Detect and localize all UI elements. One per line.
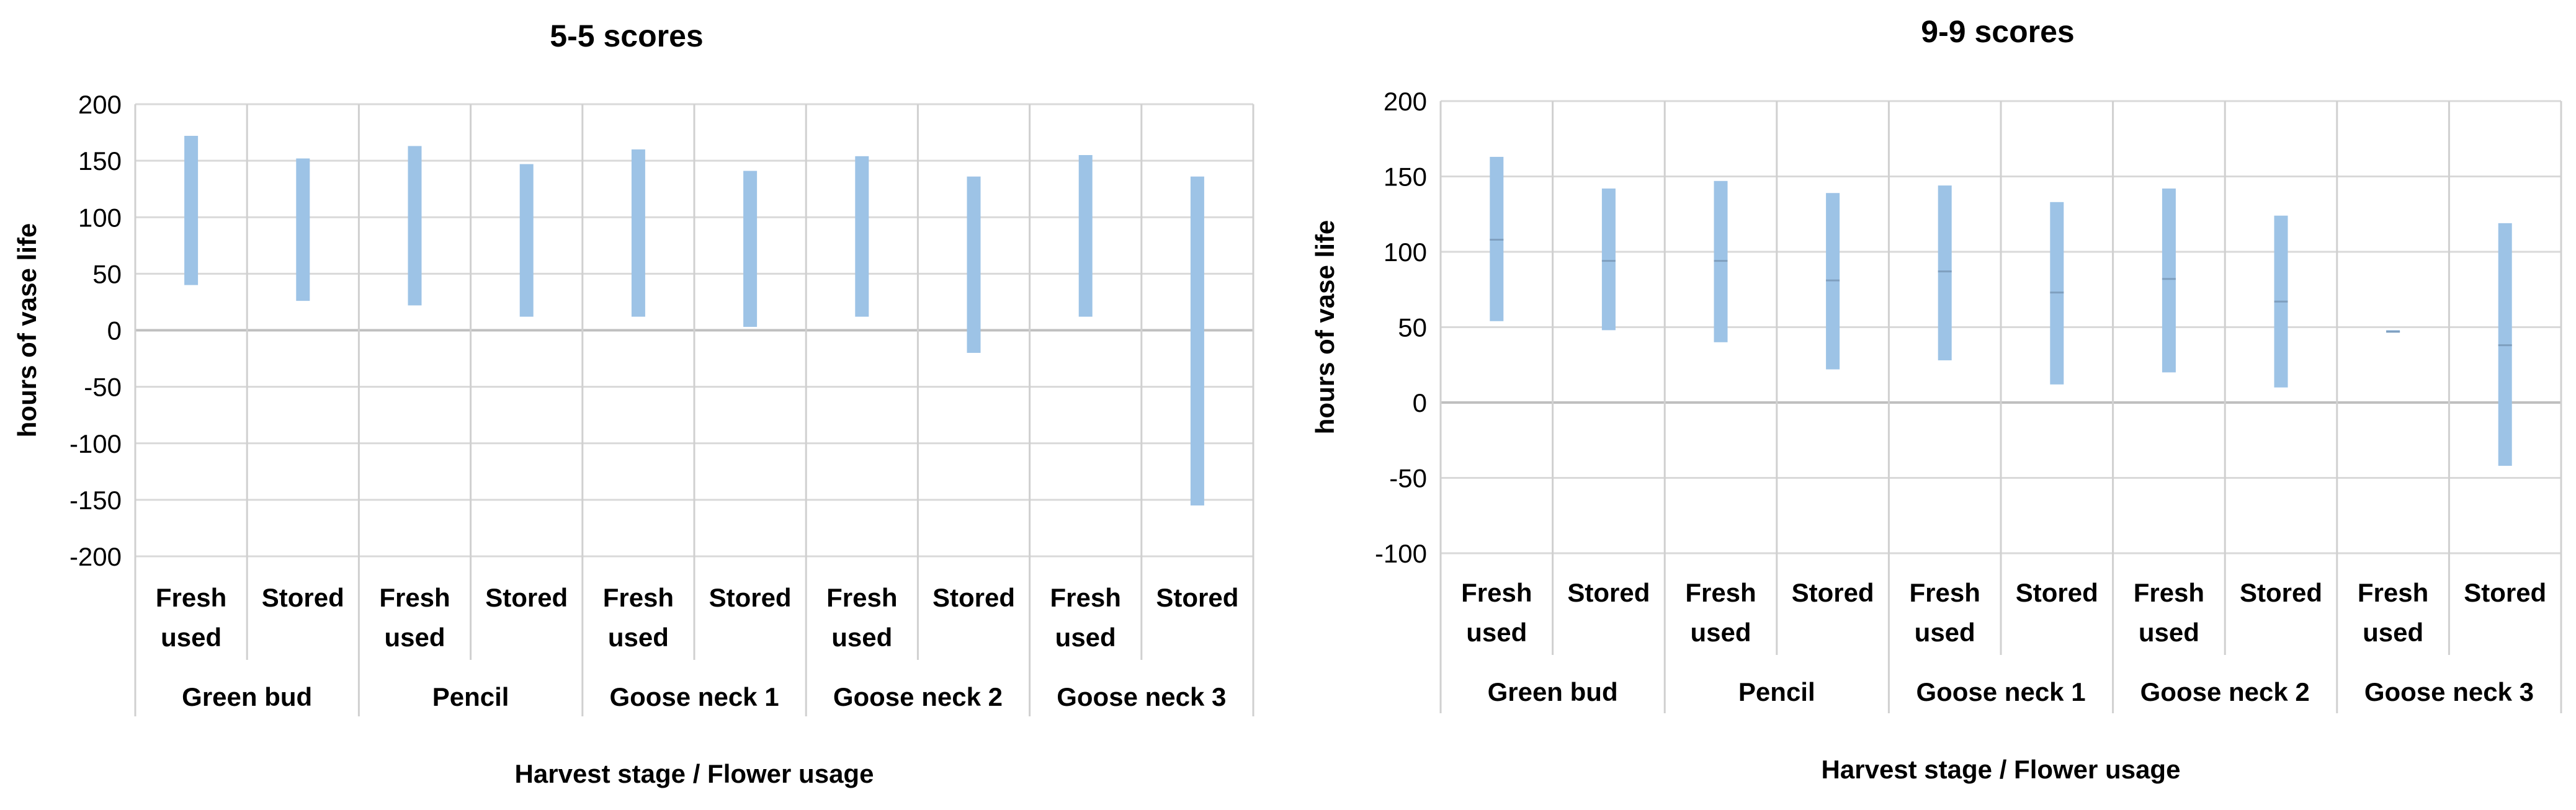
x-group-label: Goose neck 2: [833, 682, 1003, 711]
x-subcategory-label: Fresh: [1461, 578, 1532, 607]
x-group-label: Green bud: [1488, 677, 1618, 706]
range-bar: [408, 146, 422, 306]
x-subcategory-label: used: [608, 623, 669, 652]
x-subcategory-label: Stored: [2016, 578, 2098, 607]
chart-title: 9-9 scores: [1921, 14, 2074, 49]
range-bar: [1078, 155, 1093, 317]
y-tick-label: -50: [1389, 464, 1427, 493]
y-tick-label: 50: [92, 259, 122, 288]
y-tick-label: 100: [78, 203, 122, 232]
x-subcategory-label: Stored: [262, 583, 344, 612]
y-tick-label: 0: [107, 316, 122, 345]
x-subcategory-label: Stored: [1792, 578, 1874, 607]
x-subcategory-label: Fresh: [2358, 578, 2428, 607]
x-subcategory-label: Stored: [485, 583, 568, 612]
x-subcategory-label: Fresh: [2134, 578, 2204, 607]
x-group-label: Goose neck 1: [1916, 677, 2085, 706]
range-bar: [1190, 176, 1204, 505]
x-subcategory-label: Stored: [2240, 578, 2322, 607]
y-tick-label: 50: [1398, 313, 1427, 342]
y-tick-label: 200: [1384, 87, 1427, 116]
x-subcategory-label: used: [1466, 618, 1527, 647]
range-bar: [1938, 185, 1952, 360]
x-group-label: Goose neck 3: [1057, 682, 1226, 711]
x-subcategory-label: used: [2363, 618, 2423, 647]
y-tick-label: 150: [78, 146, 122, 176]
y-tick-label: 200: [78, 90, 122, 119]
x-subcategory-label: Fresh: [1910, 578, 1980, 607]
range-bar: [519, 164, 534, 317]
y-tick-label: -100: [1375, 539, 1427, 568]
x-subcategory-label: Fresh: [1685, 578, 1756, 607]
range-bar: [296, 158, 310, 301]
x-subcategory-label: used: [2139, 618, 2199, 647]
x-group-label: Pencil: [1738, 677, 1815, 706]
x-subcategory-label: used: [384, 623, 445, 652]
range-bar: [855, 156, 869, 317]
x-subcategory-label: Stored: [1567, 578, 1650, 607]
x-subcategory-label: Fresh: [826, 583, 897, 612]
x-group-label: Pencil: [432, 682, 509, 711]
x-subcategory-label: used: [1915, 618, 1975, 647]
y-tick-label: -150: [69, 486, 122, 515]
x-subcategory-label: Fresh: [1050, 583, 1121, 612]
x-axis-label: Harvest stage / Flower usage: [515, 759, 874, 788]
x-subcategory-label: Stored: [709, 583, 792, 612]
x-subcategory-label: used: [831, 623, 892, 652]
x-subcategory-label: used: [1055, 623, 1116, 652]
x-group-label: Goose neck 3: [2364, 677, 2534, 706]
y-axis-label: hours of vase life: [12, 223, 42, 437]
x-group-label: Goose neck 2: [2140, 677, 2310, 706]
y-tick-label: -200: [69, 542, 122, 571]
x-subcategory-label: Fresh: [379, 583, 450, 612]
range-bar: [967, 176, 981, 353]
range-bar: [743, 171, 758, 327]
x-group-label: Green bud: [182, 682, 312, 711]
x-group-label: Goose neck 1: [609, 682, 779, 711]
x-subcategory-label: Fresh: [603, 583, 674, 612]
x-subcategory-label: used: [161, 623, 221, 652]
y-tick-label: 0: [1413, 388, 1427, 417]
y-tick-label: 100: [1384, 238, 1427, 267]
chart-9-9-scores: 9-9 scores 200 150 100 50 0 -50 -100 hours of va…: [1310, 14, 2562, 784]
range-bar: [631, 149, 645, 317]
chart-5-5-scores: 5-5 scores 200 150 100 50 0 -50 -100 -150 -200 hou…: [12, 19, 1254, 788]
y-axis-label: hours of vase life: [1310, 220, 1339, 434]
y-tick-label: -50: [84, 373, 122, 402]
chart-title: 5-5 scores: [550, 19, 703, 53]
x-subcategory-label: Stored: [2464, 578, 2546, 607]
x-axis-label: Harvest stage / Flower usage: [1822, 755, 2181, 784]
x-subcategory-label: Stored: [932, 583, 1015, 612]
range-bar: [1601, 188, 1616, 331]
y-tick-label: -100: [69, 429, 122, 458]
range-bar: [2162, 188, 2176, 373]
y-tick-label: 150: [1384, 162, 1427, 192]
x-subcategory-label: Stored: [1156, 583, 1238, 612]
x-subcategory-label: used: [1690, 618, 1751, 647]
x-subcategory-label: Fresh: [156, 583, 226, 612]
range-bar: [184, 136, 199, 285]
